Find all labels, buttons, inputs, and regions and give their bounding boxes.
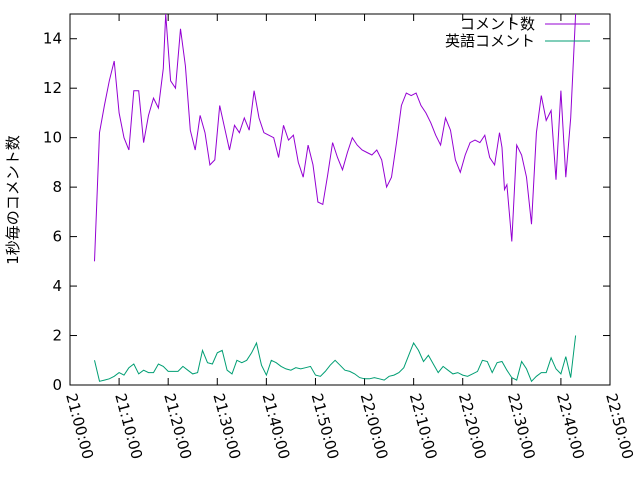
- x-tick-label: 22:10:00: [406, 391, 441, 461]
- y-axis: 0 2 4 6 8 10 12 14: [43, 30, 610, 394]
- x-tick-label: 21:10:00: [111, 391, 146, 461]
- x-tick-label: 22:50:00: [602, 391, 637, 461]
- y-tick-label: 0: [52, 376, 62, 394]
- x-tick-label: 21:20:00: [160, 391, 195, 461]
- x-tick-label: 22:30:00: [504, 391, 539, 461]
- x-tick-label: 22:20:00: [455, 391, 490, 461]
- x-tick-label: 21:30:00: [209, 391, 244, 461]
- y-tick-label: 14: [43, 30, 62, 48]
- x-axis: 21:00:00 21:10:00 21:20:00 21:30:00 21:40:00…: [62, 14, 637, 461]
- x-tick-label: 21:00:00: [62, 391, 97, 461]
- y-tick-label: 2: [52, 327, 62, 345]
- series-layer: [94, 14, 577, 383]
- y-tick-label: 4: [52, 277, 62, 295]
- x-tick-label: 22:40:00: [553, 391, 588, 461]
- y-axis-label: 1秒毎のコメント数: [4, 135, 22, 265]
- series-line-1: [94, 14, 577, 262]
- x-tick-label: 22:00:00: [357, 391, 392, 461]
- x-tick-label: 21:50:00: [308, 391, 343, 461]
- y-tick-label: 10: [43, 129, 62, 147]
- x-tick-label: 21:40:00: [258, 391, 293, 461]
- legend-label-2: 英語コメント: [445, 32, 535, 50]
- series-line-2: [94, 335, 577, 383]
- plot-frame: [69, 13, 611, 386]
- legend-label-1: コメント数: [460, 15, 535, 33]
- y-tick-label: 8: [52, 178, 62, 196]
- y-tick-label: 6: [52, 228, 62, 246]
- y-tick-label: 12: [43, 79, 62, 97]
